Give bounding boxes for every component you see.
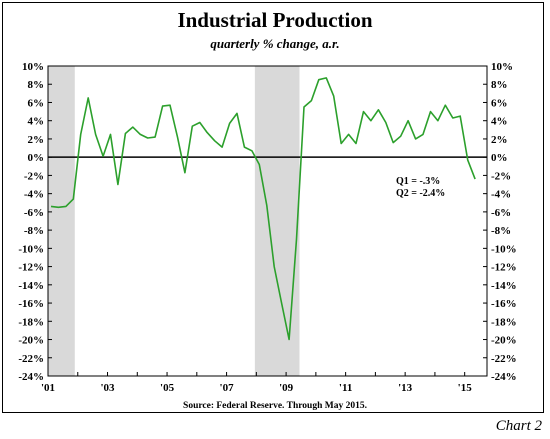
- x-tick-label: '15: [458, 382, 473, 394]
- left-y-tick-label: -18%: [18, 316, 44, 328]
- series-line: [50, 77, 476, 341]
- right-y-tick-label: -2%: [491, 170, 511, 182]
- left-y-tick-label: -2%: [24, 170, 44, 182]
- chart-title: Industrial Production: [177, 8, 373, 32]
- right-y-tick-label: 2%: [491, 134, 508, 146]
- x-tick-label: '13: [398, 382, 413, 394]
- x-tick-label: '07: [220, 382, 235, 394]
- left-y-tick-label: 0%: [28, 152, 45, 164]
- left-y-tick-label: -10%: [18, 243, 44, 255]
- right-y-tick-label: -6%: [491, 207, 511, 219]
- left-y-tick-label: -12%: [18, 262, 44, 274]
- right-y-tick-label: 10%: [491, 61, 513, 73]
- x-tick-label: '05: [160, 382, 175, 394]
- left-y-tick-label: -20%: [18, 335, 44, 347]
- right-y-tick-label: -18%: [491, 316, 517, 328]
- right-y-tick-label: -20%: [491, 335, 517, 347]
- right-y-tick-label: -4%: [491, 189, 511, 201]
- annotation-q2: Q2 = -2.4%: [396, 188, 445, 199]
- x-axis: '01 '03 '05 '07 '09 '11 '13 '15: [41, 372, 472, 394]
- right-y-tick-label: -24%: [491, 371, 517, 383]
- left-y-tick-label: 6%: [28, 97, 45, 109]
- left-y-axis: 10% 8% 6% 4% 2% 0% -2% -4% -6% -8% -10% -12% -14% -16…: [18, 61, 52, 383]
- source-note: Source: Federal Reserve. Through May 201…: [183, 401, 367, 411]
- left-y-tick-label: -24%: [18, 371, 44, 383]
- right-y-tick-label: -14%: [491, 280, 517, 292]
- x-tick-label: '03: [100, 382, 115, 394]
- chart-number-label: Chart 2: [495, 418, 542, 434]
- right-y-tick-label: 0%: [491, 152, 508, 164]
- x-tick-label: '09: [279, 382, 294, 394]
- recession-band-1: [48, 66, 75, 376]
- left-y-tick-label: -6%: [24, 207, 44, 219]
- plot-area-border: [47, 65, 488, 377]
- left-y-tick-label: 10%: [22, 61, 44, 73]
- right-y-tick-label: 4%: [491, 116, 508, 128]
- right-y-tick-label: -12%: [491, 262, 517, 274]
- x-tick-label: '01: [41, 382, 55, 394]
- left-y-tick-label: 8%: [28, 79, 45, 91]
- x-tick-label: '11: [339, 382, 352, 394]
- left-y-tick-label: 2%: [28, 134, 45, 146]
- right-y-tick-label: -8%: [491, 225, 511, 237]
- left-y-tick-label: 4%: [28, 116, 45, 128]
- right-y-tick-label: 6%: [491, 97, 508, 109]
- right-y-axis: 10% 8% 6% 4% 2% 0% -2% -4% -6% -8% -10% -12% -14% -16…: [483, 61, 517, 383]
- annotation-q1: Q1 = -.3%: [396, 176, 440, 187]
- right-y-tick-label: 8%: [491, 79, 508, 91]
- chart-subtitle: quarterly % change, a.r.: [210, 36, 340, 51]
- recession-shading-layer: [48, 66, 300, 376]
- left-y-tick-label: -16%: [18, 298, 44, 310]
- left-y-tick-label: -8%: [24, 225, 44, 237]
- left-y-tick-label: -22%: [18, 353, 44, 365]
- right-y-tick-label: -16%: [491, 298, 517, 310]
- left-y-tick-label: -4%: [24, 189, 44, 201]
- right-y-tick-label: -22%: [491, 353, 517, 365]
- left-y-tick-label: -14%: [18, 280, 44, 292]
- recession-band-2: [254, 66, 300, 376]
- right-y-tick-label: -10%: [491, 243, 517, 255]
